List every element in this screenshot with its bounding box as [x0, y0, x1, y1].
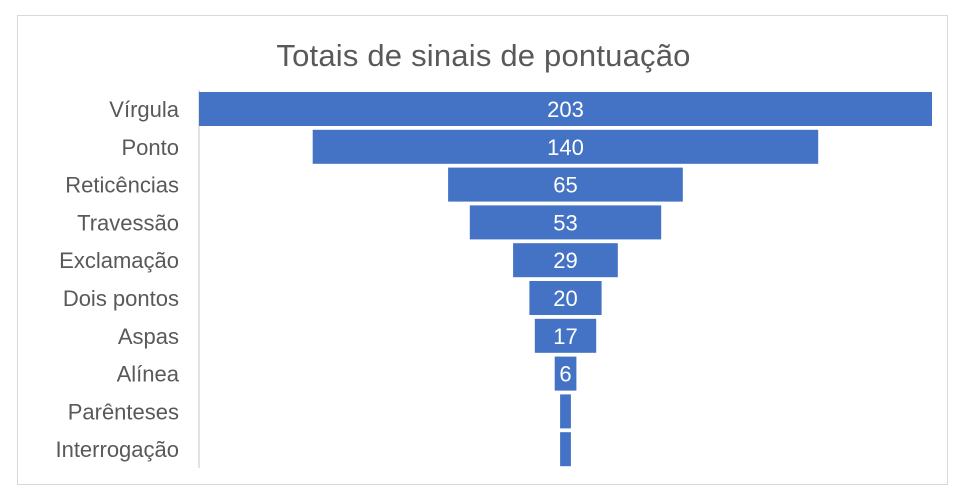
category-label: Exclamação	[59, 248, 179, 273]
bars-layer: 203 140 65 53 29 20 17 6	[199, 92, 932, 467]
data-label: 53	[553, 210, 577, 235]
funnel-bar	[554, 356, 577, 391]
category-label: Alínea	[117, 362, 180, 387]
category-label: Vírgula	[109, 97, 179, 122]
category-labels-layer: Vírgula Ponto Reticências Travessão Exclamaç…	[55, 97, 179, 462]
category-label: Travessão	[77, 210, 179, 235]
funnel-bar	[560, 394, 571, 429]
data-label: 17	[553, 324, 577, 349]
data-label: 29	[553, 248, 577, 273]
funnel-bar	[513, 243, 618, 278]
data-label: 140	[547, 135, 584, 160]
funnel-bar	[469, 205, 662, 240]
funnel-bar	[448, 167, 683, 202]
category-label: Ponto	[122, 135, 180, 160]
data-label: 65	[553, 173, 577, 198]
funnel-bar	[312, 129, 819, 164]
category-label: Parênteses	[68, 399, 179, 424]
funnel-bar	[529, 281, 602, 315]
category-label: Reticências	[65, 173, 179, 198]
data-label: 203	[547, 97, 584, 122]
data-label: 20	[553, 286, 577, 311]
data-label: 6	[559, 362, 571, 387]
category-label: Interrogação	[55, 437, 179, 462]
category-label: Dois pontos	[63, 286, 179, 311]
funnel-bar	[534, 318, 597, 353]
category-label: Aspas	[118, 324, 179, 349]
chart-title: Totais de sinais de pontuação	[276, 38, 691, 73]
funnel-bar	[199, 92, 932, 126]
funnel-bar	[560, 432, 571, 467]
